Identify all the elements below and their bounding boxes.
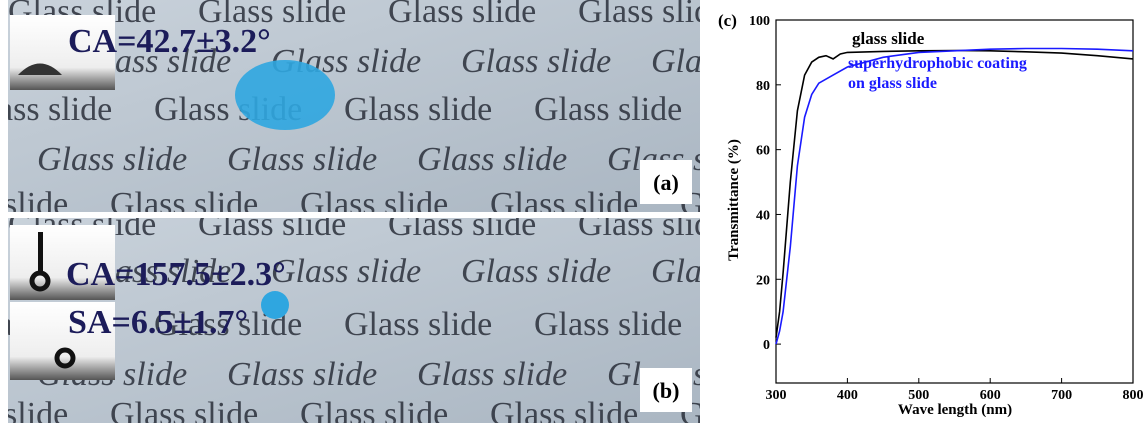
background-word: Glass slide — [300, 186, 448, 223]
panel-label: (b) — [653, 378, 680, 403]
y-tick-label: 0 — [763, 338, 770, 353]
background-word: Glass slide — [768, 206, 916, 243]
background-word: Glass slide — [0, 91, 112, 128]
background-word: Glass slide — [344, 306, 492, 343]
background-word: Glass slide — [534, 91, 682, 128]
background-word: Glass slide — [388, 0, 536, 30]
background-word: Glass slide — [490, 396, 638, 423]
background-word: Glass slide — [344, 91, 492, 128]
background-word: Glass slide — [490, 186, 638, 223]
background-word: Glass slide — [724, 306, 872, 343]
needle — [38, 232, 43, 272]
background-word: Glass slide — [461, 43, 611, 80]
background-word: Glass slide — [841, 253, 991, 290]
y-axis-label: Transmittance (%) — [726, 139, 742, 261]
background-word: Glass slide — [797, 141, 947, 178]
background-word: Glass slide — [680, 396, 828, 423]
background-word: Glass slide — [768, 0, 916, 30]
panel-label: (a) — [653, 170, 679, 195]
background-word: Glass slide — [37, 141, 187, 178]
water-droplet — [261, 291, 289, 319]
background-word: Glass slide — [680, 186, 828, 223]
x-tick-label: 700 — [1051, 388, 1072, 403]
legend-label-box: superhydrophobic coating on glass slide — [848, 54, 1038, 104]
background-word: Glass slide — [0, 186, 68, 223]
y-tick-label: 20 — [756, 273, 770, 288]
y-tick-label: 40 — [756, 208, 770, 223]
x-tick-label: 400 — [837, 388, 858, 403]
background-word: Glass slide — [0, 396, 68, 423]
figure: Glass slideGlass slideGlass slideGlass s… — [0, 0, 1148, 423]
x-tick-label: 800 — [1123, 388, 1144, 403]
panel-label: (c) — [718, 11, 737, 30]
annotation: CA=42.7±3.2° — [68, 23, 271, 60]
x-axis-label: Wave length (nm) — [898, 402, 1012, 418]
y-tick-label: 100 — [749, 14, 770, 29]
background-word: Glass slide — [417, 141, 567, 178]
background-word: Glass slide — [110, 186, 258, 223]
background-word: Glass slide — [914, 306, 1062, 343]
legend-label: superhydrophobic coating on glass slide — [848, 54, 1038, 94]
background-word: Glass slide — [461, 253, 611, 290]
x-tick-label: 300 — [766, 388, 787, 403]
background-word: Glass slide — [870, 186, 1018, 223]
background-word: Glass slide — [417, 356, 567, 393]
background-word: Glass slide — [651, 43, 801, 80]
annotation: CA=157.5±2.3° — [66, 256, 286, 293]
background-word: Glass slide — [300, 396, 448, 423]
y-tick-label: 80 — [756, 79, 770, 94]
background-word: Glass slide — [110, 396, 258, 423]
y-tick-label: 60 — [756, 144, 770, 159]
background-word: Glass slide — [227, 356, 377, 393]
x-tick-label: 500 — [908, 388, 929, 403]
x-tick-label: 600 — [980, 388, 1001, 403]
background-word: Glass slide — [271, 253, 421, 290]
water-droplet — [235, 60, 335, 130]
background-word: Glass slide — [534, 306, 682, 343]
photo-panel-b: Glass slide Glass slide Glass slide Glass s… — [0, 206, 1062, 423]
annotation: SA=6.5±1.7° — [68, 304, 248, 341]
background-word: Glass slide — [227, 141, 377, 178]
background-word: Glass slide — [578, 0, 726, 30]
legend-label: glass slide — [852, 29, 925, 48]
